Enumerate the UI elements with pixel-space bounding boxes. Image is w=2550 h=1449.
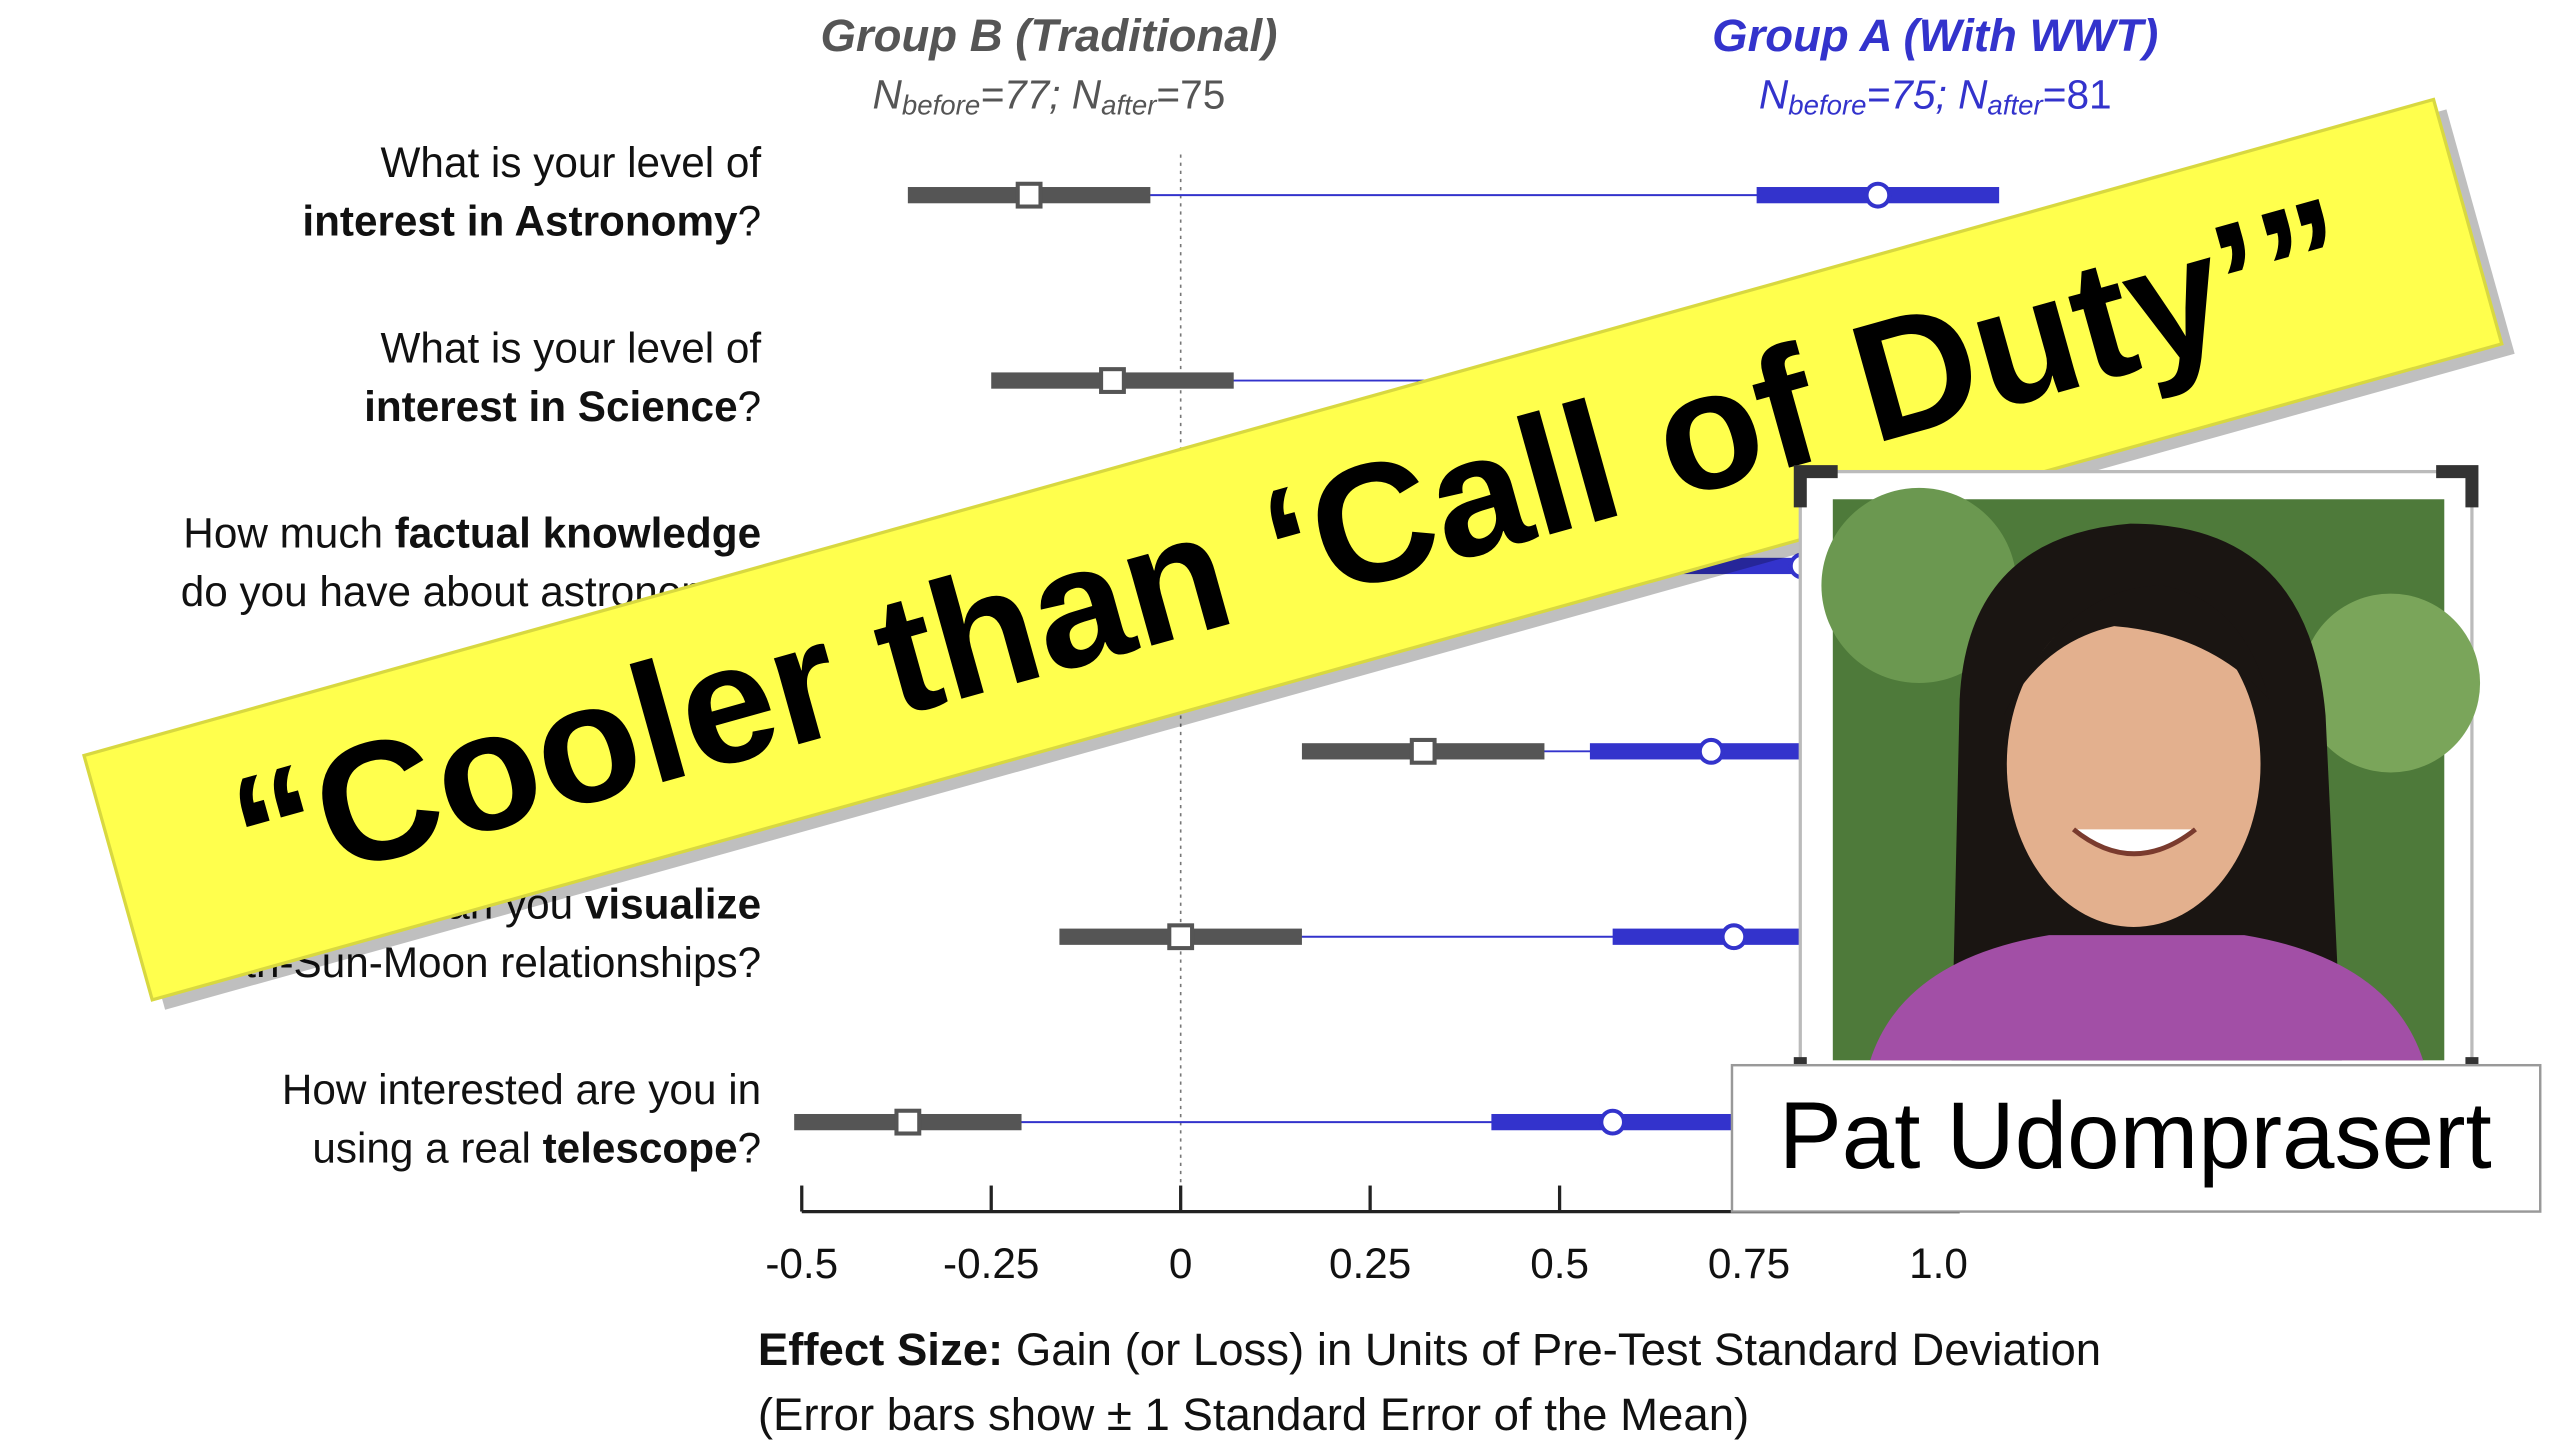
question-label-part: What is your level of xyxy=(381,139,762,186)
question-label: What is your level of xyxy=(381,324,762,371)
legend-n-part: N xyxy=(873,71,903,117)
x-axis-label-part: Gain (or Loss) in Units of Pre-Test Stan… xyxy=(1003,1324,2101,1375)
question-label-part: ? xyxy=(738,383,762,430)
foliage xyxy=(1821,487,2017,684)
x-axis-label-part: (Error bars show ± 1 Standard Error of t… xyxy=(758,1389,1749,1440)
x-axis-label: Effect Size: Gain (or Loss) in Units of … xyxy=(758,1324,2101,1375)
marker xyxy=(1409,737,1437,765)
photo-caption: Pat Udomprasert xyxy=(1779,1083,2492,1188)
shirt xyxy=(1870,935,2424,1061)
x-axis-label-part: Effect Size: xyxy=(758,1324,1003,1375)
photo-frame: Pat Udomprasert xyxy=(1730,465,2542,1213)
question-label-part: How much xyxy=(183,510,394,557)
x-tick-label: 0.25 xyxy=(1329,1240,1411,1287)
question-label-part: What is your level of xyxy=(381,324,762,371)
question-label-part: ? xyxy=(738,198,762,245)
marker xyxy=(1167,923,1195,951)
question-label: interest in Science? xyxy=(364,383,761,430)
legend-n-part: =81 xyxy=(2043,71,2112,117)
photo-corners xyxy=(1793,465,2479,1100)
legend-n: Nbefore=77; Nafter=75 xyxy=(873,71,1226,120)
legend-label: Group B (Traditional) xyxy=(821,10,1278,61)
x-tick-label: 1.0 xyxy=(1909,1240,1968,1287)
legend-n-part: =77; N xyxy=(980,71,1102,117)
fringe xyxy=(2003,585,2269,716)
question-label: using a real telescope? xyxy=(312,1125,761,1172)
marker xyxy=(1720,923,1748,951)
legend-n-part: before xyxy=(902,90,980,121)
face xyxy=(2006,601,2261,927)
question-label-part: ? xyxy=(738,1125,762,1172)
legend-n-part: before xyxy=(1788,90,1866,121)
smile xyxy=(2071,827,2197,857)
foliage xyxy=(2301,593,2481,773)
x-tick-label: -0.25 xyxy=(943,1240,1039,1287)
question-label-part: factual knowledge xyxy=(395,510,761,557)
question-label-part: telescope xyxy=(543,1125,738,1172)
question-label: How much factual knowledge xyxy=(183,510,761,557)
marker xyxy=(1015,181,1043,209)
caption-box xyxy=(1730,1063,2542,1213)
x-tick-label: 0 xyxy=(1169,1240,1193,1287)
x-tick-label: 0.75 xyxy=(1708,1240,1790,1287)
x-tick-label: 0.5 xyxy=(1530,1240,1589,1287)
legend-n-part: =75; N xyxy=(1867,71,1989,117)
legend-n-part: after xyxy=(1987,90,2044,121)
question-label: What is your level of xyxy=(381,139,762,186)
marker xyxy=(1697,737,1725,765)
legend-n-part: N xyxy=(1759,71,1789,117)
x-axis-label: (Error bars show ± 1 Standard Error of t… xyxy=(758,1389,1749,1440)
question-label-part: How interested are you in xyxy=(282,1066,761,1113)
legend-n: Nbefore=75; Nafter=81 xyxy=(1759,71,2112,120)
question-label-part: using a real xyxy=(312,1125,542,1172)
marker xyxy=(1099,367,1126,394)
banner-box xyxy=(82,97,2504,1002)
marker xyxy=(894,1108,922,1136)
question-label-part: visualize xyxy=(585,881,761,928)
marker xyxy=(1599,1108,1627,1136)
question-label-part: interest in Astronomy xyxy=(302,198,738,245)
plot: -0.5 -0.25 0 0.25 0.5 0.75 1.0 Effect Size: Gai… xyxy=(178,10,2158,1440)
legend-label: Group A (With WWT) xyxy=(1712,10,2158,61)
marker xyxy=(1864,181,1892,209)
legend-n-part: =75 xyxy=(1156,71,1225,117)
legend-n-part: after xyxy=(1101,90,1158,121)
x-tick-label: -0.5 xyxy=(765,1240,838,1287)
question-label-part: interest in Science xyxy=(364,383,737,430)
question-label: interest in Astronomy? xyxy=(302,198,761,245)
question-label: How interested are you in xyxy=(282,1066,761,1113)
